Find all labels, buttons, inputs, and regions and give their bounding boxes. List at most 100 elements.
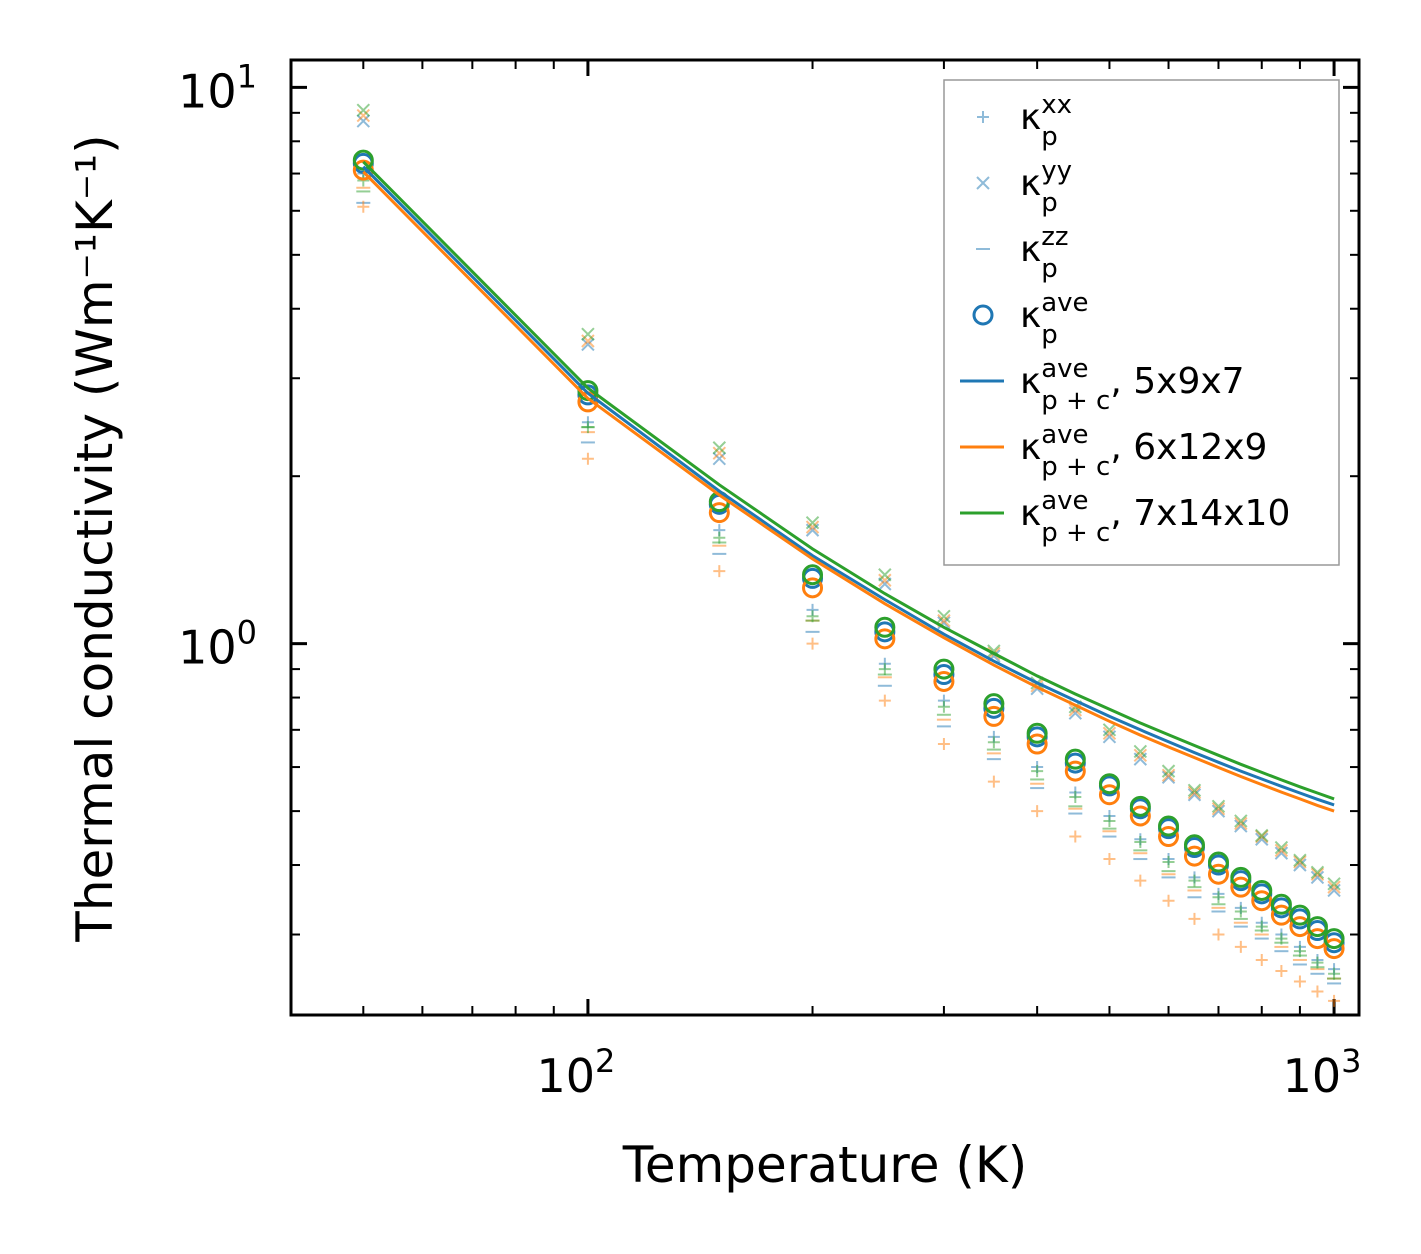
kappa-ave-point xyxy=(1183,834,1205,856)
legend-label-main: κ xyxy=(1020,295,1041,336)
kappa-yy-point xyxy=(1234,816,1248,831)
kappa-xx-point xyxy=(1188,874,1201,887)
kappa-ave-point xyxy=(874,628,896,650)
kappa-xx-point xyxy=(713,565,726,578)
kappa-ave-point xyxy=(1207,863,1229,885)
kappa-yy-point xyxy=(1211,799,1226,814)
kappa-yy-point xyxy=(356,103,371,117)
kappa-ave-point xyxy=(1323,928,1345,950)
kappa-yy-point xyxy=(1293,858,1307,872)
legend-label-main: κ xyxy=(1020,229,1041,270)
kappa-ave-point xyxy=(708,502,730,524)
kappa-yy-point xyxy=(712,441,727,455)
legend-label-superscript: yy xyxy=(1041,156,1072,186)
legend-label-subscript: p + c xyxy=(1041,518,1110,548)
kappa-pc-ave-line-6x12x9 xyxy=(362,170,1335,813)
kappa-yy-point xyxy=(1234,819,1248,833)
kappa-yy-point xyxy=(878,573,892,587)
kappa-yy-point xyxy=(1133,744,1148,759)
kappa-ave-point xyxy=(1026,722,1048,744)
y-tick-label: 100 xyxy=(178,614,257,675)
kappa-ave-point xyxy=(1230,876,1252,898)
y-tick-label-base: 10 xyxy=(178,621,237,675)
legend-entry: κave p + c, 6x12x9 xyxy=(960,420,1267,482)
legend-label-main: κ xyxy=(1020,427,1041,468)
kappa-ave-point xyxy=(1026,733,1048,755)
plot-frame xyxy=(289,58,1361,1017)
kappa-yy-point xyxy=(581,327,595,341)
kappa-yy-point xyxy=(712,446,727,460)
legend-label-suffix: , 5x9x7 xyxy=(1110,361,1244,402)
kappa-xx-point xyxy=(878,663,891,676)
kappa-yy-point xyxy=(1102,726,1117,741)
legend-label-superscript: ave xyxy=(1041,288,1088,318)
kappa-xx-point xyxy=(1031,805,1044,818)
kappa-xx-point xyxy=(1188,912,1201,925)
kappa-yy-point xyxy=(1161,770,1176,785)
kappa-yy-point xyxy=(1310,870,1325,885)
legend-entry: κave p + c, 5x9x7 xyxy=(960,354,1245,416)
kappa-xx-point xyxy=(1162,856,1175,869)
legend-label: κave p + c, 5x9x7 xyxy=(1020,354,1245,416)
kappa-yy-point xyxy=(1234,814,1248,828)
kappa-yy-point xyxy=(805,520,820,534)
kappa-yy-point xyxy=(1274,843,1289,858)
kappa-ave-point xyxy=(933,664,955,686)
legend-label: κave p xyxy=(1020,288,1089,350)
x-tick-label-exponent: 3 xyxy=(1341,1042,1361,1080)
kappa-ave-point xyxy=(1270,893,1292,915)
kappa-yy-point xyxy=(581,337,595,352)
kappa-yy-point xyxy=(712,452,727,466)
legend-label-suffix: , 7x14x10 xyxy=(1110,493,1290,534)
kappa-ave-point xyxy=(1183,845,1205,867)
y-tick-label: 101 xyxy=(178,57,257,118)
series-6x12x9-ave xyxy=(352,159,1345,960)
kappa-pc-ave-line-7x14x10 xyxy=(362,160,1335,801)
legend-label: κave p + c, 6x12x9 xyxy=(1020,420,1267,482)
kappa-yy-point xyxy=(1068,706,1083,720)
kappa-yy-point xyxy=(1310,867,1325,881)
kappa-xx-point xyxy=(1328,994,1341,1007)
kappa-yy-point xyxy=(1187,785,1202,800)
legend-label-subscript: p xyxy=(1041,254,1058,284)
legend-label-superscript: ave xyxy=(1041,420,1088,450)
legend-entry: κyy p xyxy=(976,156,1072,218)
legend-label-main: κ xyxy=(1020,97,1041,138)
kappa-yy-point xyxy=(1102,723,1117,737)
legend-label-subscript: p xyxy=(1041,320,1058,350)
legend-box xyxy=(943,79,1340,566)
kappa-xx-point xyxy=(937,700,950,713)
kappa-xx-point xyxy=(1234,940,1247,953)
x-axis-label: Temperature (K) xyxy=(622,1136,1027,1194)
kappa-xx-point xyxy=(987,736,1000,749)
kappa-yy-point xyxy=(1327,877,1341,891)
kappa-xx-point xyxy=(1212,891,1225,904)
kappa-yy-point xyxy=(1310,865,1325,880)
legend-label-superscript: ave xyxy=(1041,354,1088,384)
kappa-xx-point xyxy=(1311,985,1324,998)
legend-label-subscript: p xyxy=(1041,188,1058,218)
kappa-yy-point xyxy=(1161,768,1176,782)
kappa-ave-point xyxy=(933,658,955,680)
legend-label: κyy p xyxy=(1020,156,1072,218)
kappa-xx-point xyxy=(1234,905,1247,918)
plot-area xyxy=(352,103,1345,1007)
x-tick-label: 103 xyxy=(1283,1042,1362,1103)
kappa-ave-point xyxy=(1129,805,1151,827)
kappa-ave-point xyxy=(1098,773,1120,795)
kappa-ave-point xyxy=(1230,866,1252,888)
legend-label-subscript: p xyxy=(1041,122,1058,152)
kappa-ave-point xyxy=(1129,795,1151,817)
kappa-ave-point xyxy=(1323,938,1345,960)
axis-labels: Temperature (K) Thermal conductivity (Wm… xyxy=(66,134,1027,1194)
y-axis-label: Thermal conductivity (Wm⁻¹K⁻¹) xyxy=(66,134,124,942)
kappa-xx-point xyxy=(1134,835,1147,848)
y-tick-label-exponent: 0 xyxy=(237,614,257,652)
kappa-ave-point xyxy=(983,693,1005,715)
kappa-ave-point xyxy=(1064,748,1086,770)
legend-label-subscript: p + c xyxy=(1041,386,1110,416)
x-tick-label-base: 10 xyxy=(1283,1049,1342,1103)
kappa-yy-point xyxy=(937,609,951,623)
kappa-ave-point xyxy=(1306,916,1328,938)
legend-label-suffix: , 6x12x9 xyxy=(1110,427,1267,468)
